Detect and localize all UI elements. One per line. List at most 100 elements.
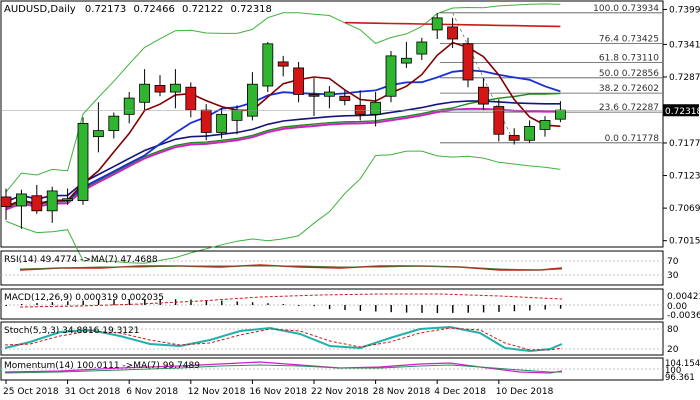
candle-body <box>477 86 489 105</box>
date-axis: 25 Oct 2018 31 Oct 2018 6 Nov 2018 12 Nov 2… <box>3 380 554 397</box>
macd-histogram-bar <box>452 305 454 313</box>
rsi-panel-frame <box>0 250 664 286</box>
date-axis-label: 6 Nov 2018 <box>126 387 178 397</box>
candle-body <box>524 126 535 141</box>
candle-body <box>416 41 428 55</box>
date-axis-label: 16 Nov 2018 <box>249 387 307 397</box>
candle-body <box>539 119 551 130</box>
candle-body <box>200 109 212 133</box>
stoch-label: Stoch(5,3,3) 34.8816 19.3121 <box>4 326 139 336</box>
candle-body <box>493 106 505 135</box>
header-low: 0.72122 <box>182 4 223 15</box>
candle-body <box>139 83 151 103</box>
macd-histogram-bar <box>267 303 269 305</box>
macd-histogram-bar <box>559 305 562 309</box>
macd-histogram-bar <box>313 305 315 307</box>
macd-histogram-bar <box>5 305 7 306</box>
chart-header: AUDUSD,Daily 0.72173 0.72466 0.72122 0.7… <box>4 4 272 15</box>
main-price-panel: 100.0 0.73934 76.4 0.73425 61.8 0.73110 50.… <box>0 0 700 264</box>
candle-body <box>169 83 181 93</box>
candle-body <box>508 135 520 141</box>
fib-level-label: 76.4 0.73425 <box>599 35 659 45</box>
stoch-panel-frame <box>0 321 664 356</box>
date-axis-label: 12 Nov 2018 <box>188 387 246 397</box>
macd-histogram-bar <box>97 299 100 305</box>
macd-label: MACD(12,26,9) 0.000319 0.002035 <box>4 293 164 303</box>
macd-histogram-bar <box>221 300 223 305</box>
momentum-tick-high: 104.1542 <box>665 359 700 369</box>
macd-histogram-bar <box>498 305 500 312</box>
candle-body <box>123 97 135 115</box>
macd-histogram-bar <box>298 305 300 306</box>
candle-body <box>0 196 12 208</box>
macd-histogram-bar <box>421 305 423 313</box>
rsi-label: RSI(14) 49.4774 ->MA(7) 47.4688 <box>4 255 158 265</box>
candle-body <box>15 193 27 207</box>
candle-body <box>216 113 228 133</box>
momentum-panel: Momentum(14) 100.0111 ->MA(7) 99.7489 10… <box>0 357 700 383</box>
date-axis-label: 25 Oct 2018 <box>3 387 59 397</box>
candle-body <box>46 190 58 212</box>
candle-body <box>462 43 474 81</box>
candle-body <box>108 115 120 132</box>
momentum-label: Momentum(14) 100.0111 ->MA(7) 99.7489 <box>4 361 200 371</box>
stoch-signal-line <box>4 327 563 351</box>
macd-histogram-bar <box>328 305 331 310</box>
rsi-panel: RSI(14) 49.4774 ->MA(7) 47.4688 70 30 <box>0 250 679 286</box>
macd-histogram-bar <box>405 305 408 313</box>
macd-histogram-bar <box>205 300 208 305</box>
macd-histogram-bar <box>390 305 392 313</box>
candle-body <box>231 109 243 121</box>
candle-body <box>385 55 397 97</box>
bollinger-upper <box>5 3 561 193</box>
price-axis-label: 0.71235 <box>669 172 700 182</box>
fib-level-label: 100.0 0.73934 <box>593 4 659 14</box>
candle-body <box>293 67 305 95</box>
candle-body <box>308 94 320 97</box>
candle-body <box>400 57 412 64</box>
fib-level-label: 38.2 0.72602 <box>599 84 659 94</box>
fib-level-label: 50.0 0.72856 <box>599 69 659 79</box>
macd-tick-high: 0.004237 <box>667 292 700 302</box>
macd-histogram-bar <box>344 305 346 311</box>
candle-body <box>185 86 197 111</box>
candle-body <box>323 91 335 97</box>
date-axis-label: 10 Dec 2018 <box>496 387 554 397</box>
macd-panel-frame <box>0 288 664 320</box>
fib-level-label: 0.0 0.71778 <box>605 134 660 144</box>
macd-histogram-bar <box>482 305 485 313</box>
stoch-panel: Stoch(5,3,3) 34.8816 19.3121 80 20 <box>0 321 679 356</box>
stoch-tick-20: 20 <box>667 345 679 355</box>
date-axis-label: 28 Nov 2018 <box>373 387 431 397</box>
price-axis-label: 0.71775 <box>669 139 700 149</box>
macd-signal-line <box>19 293 563 308</box>
candle-body <box>447 26 459 40</box>
macd-histogram-bar <box>128 299 131 305</box>
macd-histogram-bar <box>282 304 285 305</box>
macd-histogram-bar <box>67 301 69 305</box>
macd-histogram-bar <box>190 299 192 305</box>
candle-body <box>431 17 443 31</box>
price-axis-label: 0.70695 <box>669 204 700 214</box>
candle-body <box>31 195 43 212</box>
ma-magenta-line <box>5 107 561 211</box>
candle-body <box>77 122 89 201</box>
candle-body <box>262 43 274 87</box>
macd-histogram-bar <box>113 299 115 305</box>
macd-histogram-bar <box>20 304 23 305</box>
candle-body <box>93 130 104 138</box>
macd-histogram-bar <box>236 301 238 305</box>
price-axis-label: 0.70155 <box>669 237 700 247</box>
momentum-ma-line <box>4 364 562 374</box>
ma-navy-line <box>5 100 561 203</box>
candle-body <box>339 95 351 101</box>
momentum-tick-mid: 100 <box>665 366 681 376</box>
macd-histogram-bar <box>251 302 254 305</box>
macd-histogram-bar <box>144 299 146 305</box>
fib-level-label: 61.8 0.73110 <box>599 54 659 64</box>
date-axis-label: 22 Nov 2018 <box>311 387 369 397</box>
candle-body <box>62 198 73 201</box>
